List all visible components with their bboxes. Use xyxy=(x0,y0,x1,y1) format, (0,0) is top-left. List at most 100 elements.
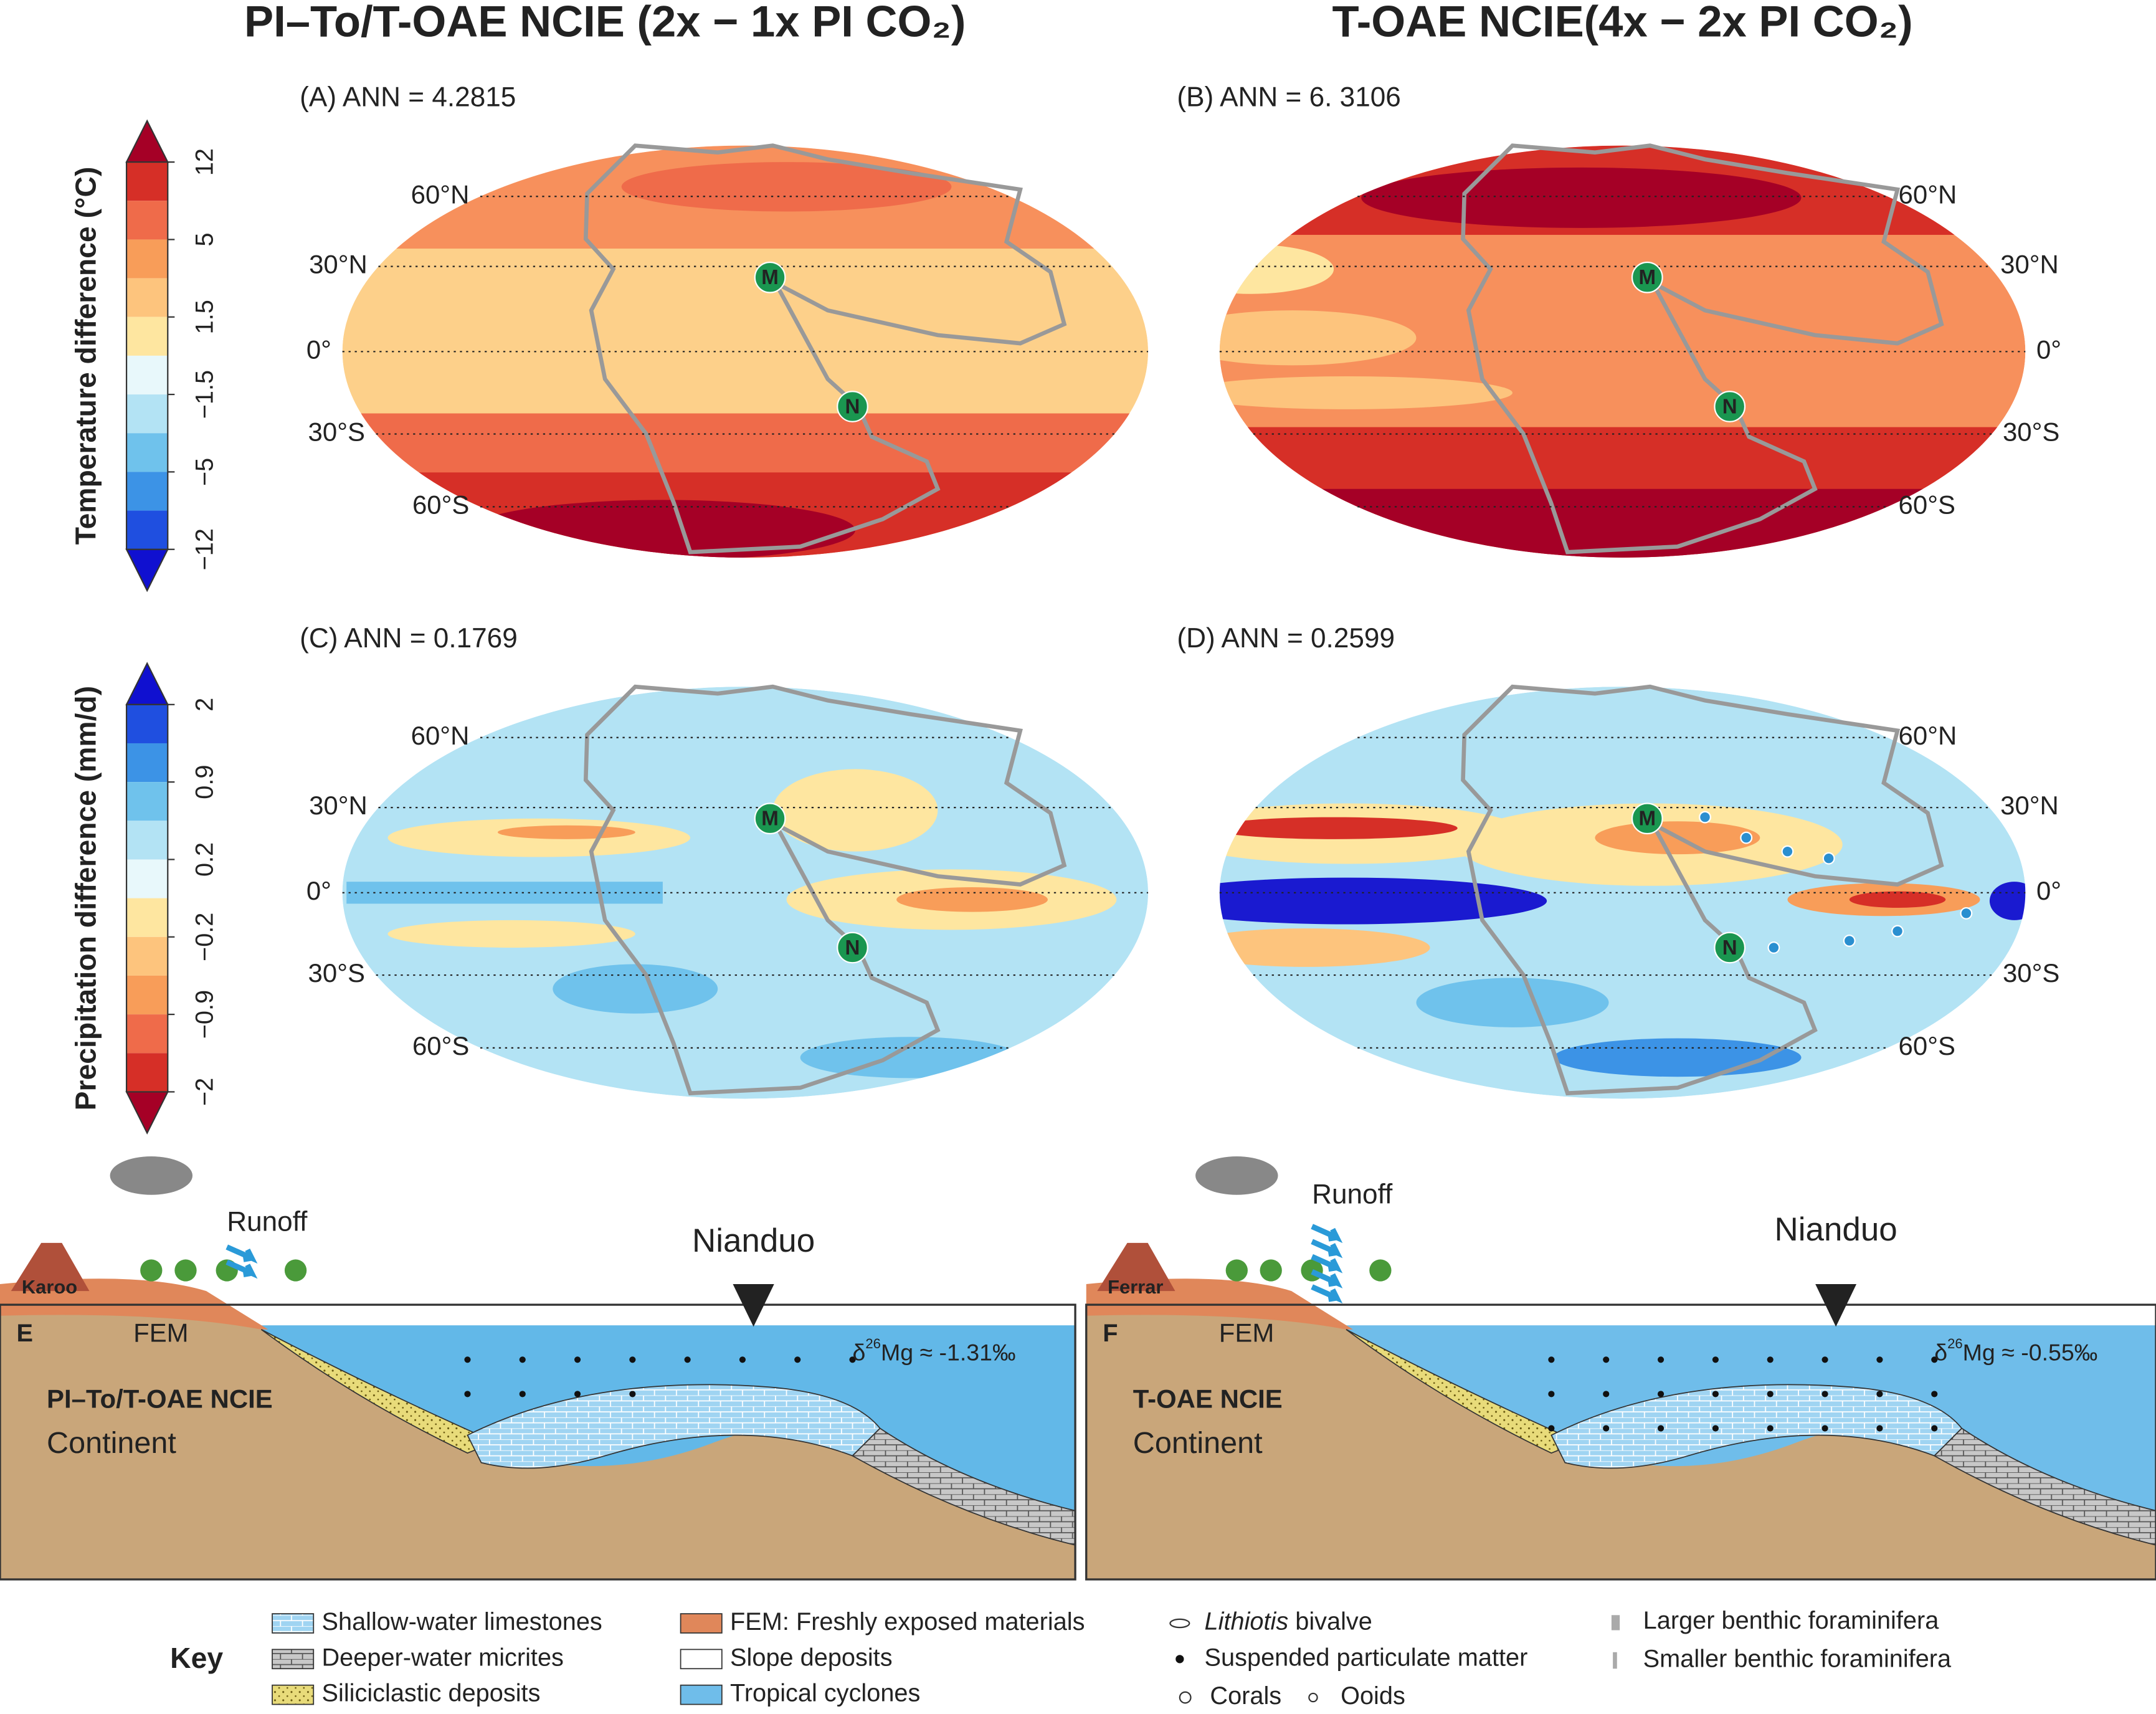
latitude-label: 30°S xyxy=(2003,958,2059,988)
particulate xyxy=(519,1356,526,1363)
tree xyxy=(174,1259,197,1282)
latitude-label: 0° xyxy=(2036,335,2061,364)
volcano-label: Ferrar xyxy=(1108,1276,1163,1298)
panel-label: (B) ANN = 6. 3106 xyxy=(1177,82,1400,112)
particulate xyxy=(464,1391,471,1397)
continent xyxy=(0,1315,1076,1579)
site-arrow xyxy=(1815,1284,1857,1327)
map-field xyxy=(1416,978,1609,1027)
colorbar-segment xyxy=(126,162,168,201)
key-icon xyxy=(1175,1655,1184,1664)
particulate xyxy=(1548,1356,1555,1363)
isotope-number: 26 xyxy=(865,1336,881,1351)
colorbar-tick-label: 0.9 xyxy=(191,765,219,799)
key-icon xyxy=(1169,1618,1190,1629)
site-marker xyxy=(754,261,786,293)
runoff-label: Runoff xyxy=(1312,1179,1393,1210)
key-item: Slope deposits xyxy=(730,1644,893,1671)
latitude-label: 60°S xyxy=(1899,1031,1955,1060)
runoff-arrow xyxy=(1311,1239,1343,1259)
map-field xyxy=(1849,891,1946,908)
map-field xyxy=(1219,310,1417,366)
colorbar-segment xyxy=(126,975,168,1015)
map-field xyxy=(1219,877,1547,925)
colorbar-tick-label: −12 xyxy=(191,528,219,570)
runoff-arrow xyxy=(226,1244,258,1264)
key-title: Key xyxy=(170,1642,223,1674)
map-field xyxy=(1219,928,1430,967)
isotope-value: Mg ≈ -1.31‰ xyxy=(881,1339,1016,1365)
fem-label: FEM xyxy=(133,1318,189,1348)
fem-label: FEM xyxy=(1219,1318,1275,1348)
colorbar-segment xyxy=(126,510,168,550)
cloud xyxy=(1195,1156,1278,1195)
particulate xyxy=(1712,1391,1719,1397)
colorbar-segment xyxy=(126,278,168,317)
key-item: Ooids xyxy=(1341,1682,1405,1710)
colorbar-tick-label: 0.2 xyxy=(191,842,219,877)
title: PI–To/T-OAE NCIE (2x − 1x PI CO₂) xyxy=(244,0,966,45)
key-icon xyxy=(1611,1615,1620,1631)
key-item: Siliciclastic deposits xyxy=(322,1680,541,1707)
particulate xyxy=(1767,1425,1774,1432)
key-item: Corals xyxy=(1210,1682,1281,1710)
map-field xyxy=(498,825,635,839)
site-marker xyxy=(1631,261,1663,293)
map-field xyxy=(1219,244,1334,294)
colorbar-segment xyxy=(126,355,168,395)
particulate xyxy=(1931,1425,1938,1432)
cyclone-symbol xyxy=(1740,831,1753,844)
colorbar-tick-label: −1.5 xyxy=(191,370,219,419)
tree xyxy=(284,1259,307,1282)
runoff-label: Runoff xyxy=(227,1207,308,1237)
latitude-label: 60°N xyxy=(411,721,470,750)
particulate xyxy=(1767,1391,1774,1397)
particulate xyxy=(849,1356,856,1363)
key-icon xyxy=(1179,1691,1192,1704)
volcano xyxy=(1097,1242,1175,1292)
latitude-label: 30°N xyxy=(2000,791,2059,820)
section-frame xyxy=(1085,1303,2156,1581)
particulate xyxy=(1876,1356,1883,1363)
colorbar-label: Temperature difference (°C) xyxy=(69,167,102,545)
site-marker xyxy=(837,931,868,964)
site-marker xyxy=(754,802,786,835)
colorbar-frame xyxy=(125,161,169,550)
site-marker-label: M xyxy=(1639,807,1656,831)
latitude-label: 30°S xyxy=(308,417,365,447)
map-field xyxy=(621,162,952,212)
panel-label: (D) ANN = 0.2599 xyxy=(1177,623,1395,654)
tree xyxy=(1225,1259,1248,1282)
particulate xyxy=(1821,1425,1828,1432)
key-item: Deeper-water micrites xyxy=(322,1644,564,1671)
map-field xyxy=(1219,817,1458,839)
isotope-delta: δ xyxy=(853,1339,866,1365)
particulate xyxy=(1603,1356,1610,1363)
title: T-OAE NCIE(4x − 2x PI CO₂) xyxy=(1332,0,1913,45)
key-italic: Lithiotis xyxy=(1205,1608,1289,1635)
particulate xyxy=(1931,1356,1938,1363)
particulate xyxy=(739,1356,746,1363)
particulate xyxy=(684,1356,691,1363)
latitude-label: 0° xyxy=(306,876,331,905)
key-icon xyxy=(1308,1692,1318,1703)
key-item: Tropical cyclones xyxy=(730,1680,920,1707)
scenario-label: T-OAE NCIE xyxy=(1133,1384,1283,1414)
colorbar-segment xyxy=(126,936,168,976)
colorbar-tick-label: 1.5 xyxy=(191,300,219,334)
cloud xyxy=(110,1156,193,1195)
key-item: Suspended particulate matter xyxy=(1205,1644,1528,1671)
site-label: Nianduo xyxy=(1775,1211,1897,1248)
key-item: Lithiotis bivalve xyxy=(1205,1608,1372,1635)
particulate xyxy=(1548,1425,1555,1432)
isotope-number: 26 xyxy=(1947,1336,1963,1351)
particulate xyxy=(1712,1425,1719,1432)
particulate xyxy=(519,1391,526,1397)
site-marker-label: N xyxy=(845,936,860,959)
colorbar-segment xyxy=(126,472,168,511)
panel-label: (C) ANN = 0.1769 xyxy=(300,623,518,654)
latitude-label: 30°S xyxy=(308,958,365,988)
colorbar-segment xyxy=(126,433,168,472)
cyclone-symbol xyxy=(1822,852,1835,865)
colorbar-tick-label: −0.9 xyxy=(191,990,219,1039)
